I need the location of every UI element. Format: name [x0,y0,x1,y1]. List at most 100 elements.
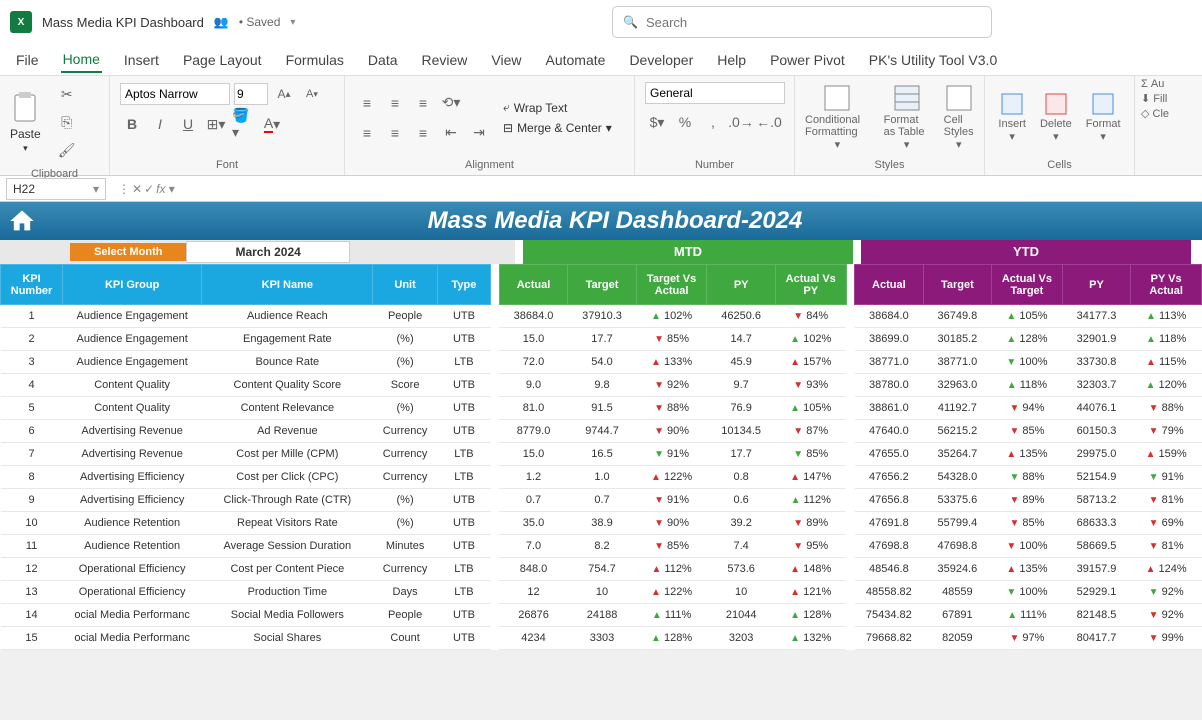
format-cells-button[interactable]: Format▾ [1082,88,1125,147]
table-row[interactable]: 7Advertising RevenueCost per Mille (CPM)… [1,443,1202,466]
cell-reference[interactable]: H22▾ [6,178,106,200]
table-row[interactable]: 6Advertising RevenueAd RevenueCurrencyUT… [1,420,1202,443]
col-mtd-tva[interactable]: Target Vs Actual [636,265,707,305]
col-mtd-actual[interactable]: Actual [499,265,568,305]
paste-button[interactable]: Paste ▾ [6,87,45,158]
dashboard-header: Mass Media KPI Dashboard-2024 [0,202,1202,240]
table-row[interactable]: 10Audience RetentionRepeat Visitors Rate… [1,512,1202,535]
underline-icon[interactable]: U [176,112,200,136]
col-unit[interactable]: Unit [373,265,437,305]
table-row[interactable]: 9Advertising EfficiencyClick-Through Rat… [1,489,1202,512]
excel-icon: X [10,11,32,33]
orientation-icon[interactable]: ⟲▾ [439,91,463,115]
comma-icon[interactable]: , [701,110,725,134]
menu-insert[interactable]: Insert [122,48,161,72]
col-mtd-target[interactable]: Target [568,265,637,305]
cell-styles-button[interactable]: Cell Styles▾ [940,80,978,155]
menu-formulas[interactable]: Formulas [284,48,346,72]
increase-decimal-icon[interactable]: .0→ [729,110,753,134]
table-row[interactable]: 4Content QualityContent Quality ScoreSco… [1,374,1202,397]
col-kpi-name[interactable]: KPI Name [202,265,373,305]
align-middle-icon[interactable]: ≡ [383,91,407,115]
search-input[interactable] [646,15,981,30]
menu-automate[interactable]: Automate [544,48,608,72]
search-box[interactable]: 🔍 [612,6,992,38]
table-row[interactable]: 1Audience EngagementAudience ReachPeople… [1,305,1202,328]
menu-home[interactable]: Home [61,47,102,73]
table-row[interactable]: 8Advertising EfficiencyCost per Click (C… [1,466,1202,489]
clear-button[interactable]: ◇ Cle [1141,107,1169,120]
col-ytd-avt[interactable]: Actual Vs Target [992,265,1063,305]
menu-review[interactable]: Review [420,48,470,72]
format-painter-icon[interactable]: 🖌 [55,138,79,162]
menu-power-pivot[interactable]: Power Pivot [768,48,847,72]
col-ytd-target[interactable]: Target [923,265,992,305]
table-row[interactable]: 5Content QualityContent Relevance(%)UTB8… [1,397,1202,420]
font-color-icon[interactable]: A▾ [260,112,284,136]
table-row[interactable]: 15ocial Media PerformancSocial SharesCou… [1,627,1202,650]
autosum-button[interactable]: Σ Au [1141,78,1164,90]
menu-view[interactable]: View [489,48,523,72]
align-top-icon[interactable]: ≡ [355,91,379,115]
month-selector[interactable]: March 2024 [186,241,349,263]
italic-icon[interactable]: I [148,112,172,136]
decrease-font-icon[interactable]: A▾ [300,82,324,106]
people-icon[interactable]: 👥 [214,15,229,29]
menu-developer[interactable]: Developer [627,48,695,72]
percent-icon[interactable]: % [673,110,697,134]
insert-cells-button[interactable]: Insert▾ [994,88,1030,147]
delete-cells-button[interactable]: Delete▾ [1036,88,1076,147]
menu-pk-s-utility-tool-v3-0[interactable]: PK's Utility Tool V3.0 [867,48,999,72]
border-icon[interactable]: ⊞▾ [204,112,228,136]
copy-icon[interactable]: ⎘ [55,110,79,134]
format-as-table-button[interactable]: Format as Table▾ [880,80,934,155]
increase-font-icon[interactable]: A▴ [272,82,296,106]
align-right-icon[interactable]: ≡ [411,121,435,145]
align-center-icon[interactable]: ≡ [383,121,407,145]
saved-status[interactable]: • Saved [239,15,281,29]
font-size-select[interactable] [234,83,268,105]
fill-button[interactable]: ⬇ Fill [1141,92,1167,105]
menu-file[interactable]: File [14,48,41,72]
align-left-icon[interactable]: ≡ [355,121,379,145]
indent-decrease-icon[interactable]: ⇤ [439,121,463,145]
wrap-text-button[interactable]: ⤶ Wrap Text [503,100,612,115]
col-type[interactable]: Type [437,265,491,305]
chevron-down-icon[interactable]: ▾ [290,17,295,28]
number-format-select[interactable] [645,82,785,104]
cut-icon[interactable]: ✂ [55,82,79,106]
table-row[interactable]: 3Audience EngagementBounce Rate(%)LTB72.… [1,351,1202,374]
kpi-tbody: 1Audience EngagementAudience ReachPeople… [1,305,1202,650]
col-ytd-actual[interactable]: Actual [855,265,924,305]
number-label: Number [641,157,788,173]
table-row[interactable]: 14ocial Media PerformancSocial Media Fol… [1,604,1202,627]
menu-data[interactable]: Data [366,48,400,72]
formula-dropdown-icon[interactable]: ⋮ [118,182,130,196]
home-icon[interactable] [8,207,36,235]
menu-page-layout[interactable]: Page Layout [181,48,264,72]
col-ytd-pva[interactable]: PY Vs Actual [1131,265,1202,305]
col-kpi-number[interactable]: KPI Number [1,265,63,305]
bold-icon[interactable]: B [120,112,144,136]
decrease-decimal-icon[interactable]: ←.0 [757,110,781,134]
col-mtd-avp[interactable]: Actual Vs PY [775,265,846,305]
formula-cancel-icon[interactable]: ✕ [132,182,142,196]
col-kpi-group[interactable]: KPI Group [63,265,202,305]
table-row[interactable]: 13Operational EfficiencyProduction TimeD… [1,581,1202,604]
table-row[interactable]: 12Operational EfficiencyCost per Content… [1,558,1202,581]
merge-center-button[interactable]: ⊟ Merge & Center ▾ [503,121,612,135]
currency-icon[interactable]: $▾ [645,110,669,134]
titlebar: X Mass Media KPI Dashboard 👥 • Saved ▾ 🔍 [0,0,1202,44]
formula-confirm-icon[interactable]: ✓ [144,182,154,196]
table-row[interactable]: 11Audience RetentionAverage Session Dura… [1,535,1202,558]
fx-icon[interactable]: fx ▾ [156,182,175,196]
col-ytd-py[interactable]: PY [1062,265,1131,305]
col-mtd-py[interactable]: PY [707,265,776,305]
conditional-formatting-button[interactable]: Conditional Formatting▾ [801,80,874,155]
menu-help[interactable]: Help [715,48,748,72]
indent-increase-icon[interactable]: ⇥ [467,121,491,145]
align-bottom-icon[interactable]: ≡ [411,91,435,115]
font-name-select[interactable] [120,83,230,105]
table-row[interactable]: 2Audience EngagementEngagement Rate(%)UT… [1,328,1202,351]
fill-color-icon[interactable]: 🪣▾ [232,112,256,136]
